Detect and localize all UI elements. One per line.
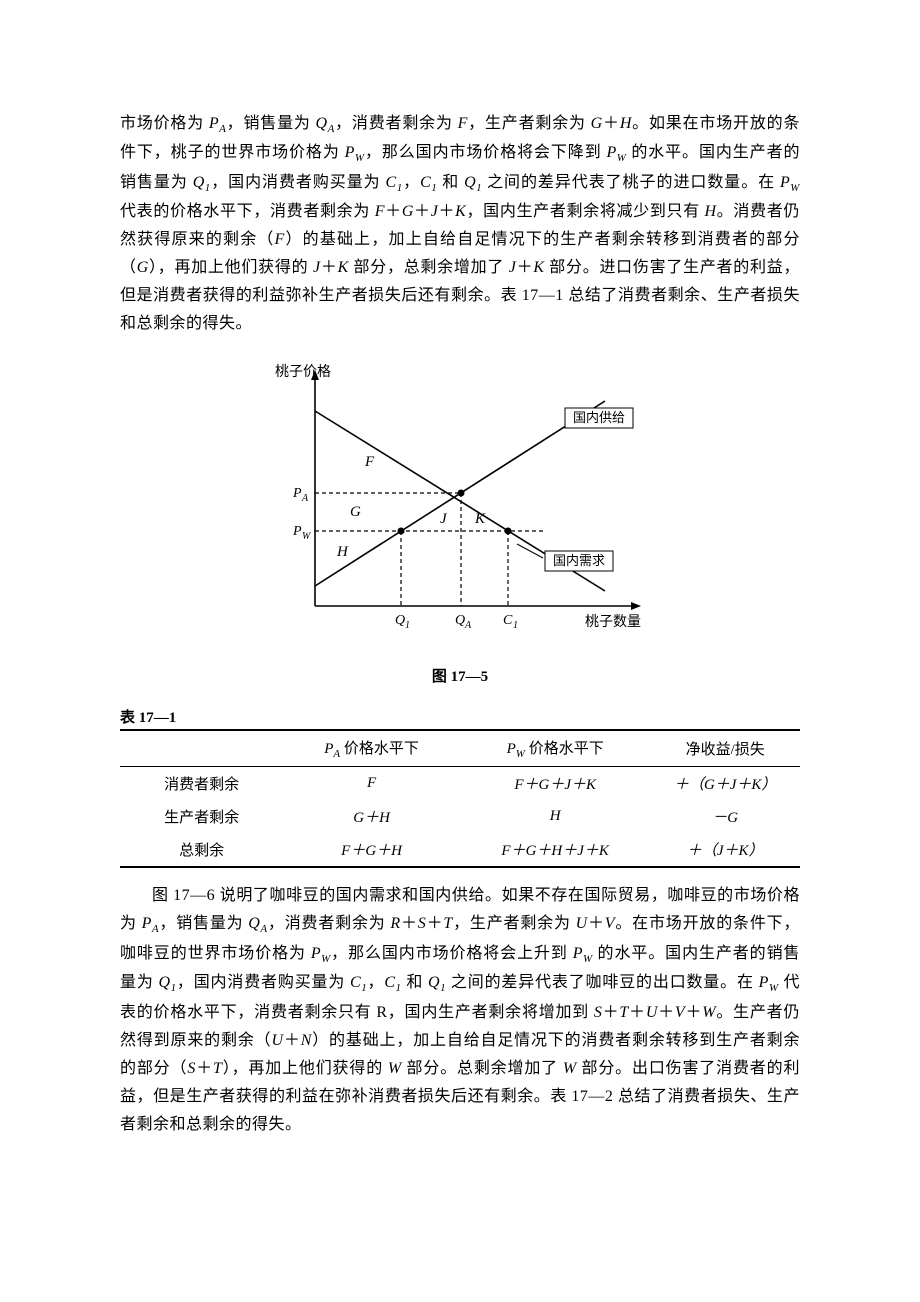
table-row: 消费者剩余 F F＋G＋J＋K ＋（G＋J＋K） (120, 767, 800, 801)
figure-17-5: 桃子价格 桃子数量 国内供给 国内需求 P A P W Q 1 Q A C 1 … (120, 356, 800, 686)
col-pa: 价格水平下 (344, 741, 419, 757)
svg-text:J: J (440, 511, 448, 527)
col-pw: 价格水平下 (529, 741, 604, 757)
x-axis-label: 桃子数量 (585, 614, 641, 630)
svg-text:A: A (301, 493, 309, 504)
svg-text:K: K (474, 511, 486, 527)
col-net: 净收益/损失 (650, 730, 800, 767)
paragraph-1: 市场价格为 PA，销售量为 QA，消费者剩余为 F，生产者剩余为 G＋H。如果在… (120, 110, 800, 338)
svg-text:1: 1 (513, 620, 518, 631)
demand-label: 国内需求 (553, 553, 605, 568)
document-page: 市场价格为 PA，销售量为 QA，消费者剩余为 F，生产者剩余为 G＋H。如果在… (0, 0, 920, 1302)
svg-text:Q: Q (395, 613, 405, 628)
svg-text:P: P (292, 524, 302, 539)
supply-demand-chart: 桃子价格 桃子数量 国内供给 国内需求 P A P W Q 1 Q A C 1 … (245, 356, 675, 656)
table-header-row: PA 价格水平下 PW 价格水平下 净收益/损失 (120, 730, 800, 767)
svg-text:W: W (302, 531, 312, 542)
table-title: 表 17—1 (120, 706, 800, 727)
table-row: 生产者剩余 G＋H H －G (120, 800, 800, 833)
svg-text:C: C (503, 613, 513, 628)
svg-text:Q: Q (455, 613, 465, 628)
svg-text:H: H (336, 544, 349, 560)
supply-label: 国内供给 (573, 410, 625, 425)
paragraph-2: 图 17—6 说明了咖啡豆的国内需求和国内供给。如果不存在国际贸易，咖啡豆的市场… (120, 882, 800, 1138)
table-row: 总剩余 F＋G＋H F＋G＋H＋J＋K ＋（J＋K） (120, 833, 800, 867)
svg-text:P: P (292, 486, 302, 501)
surplus-table: PA 价格水平下 PW 价格水平下 净收益/损失 消费者剩余 F F＋G＋J＋K… (120, 729, 800, 868)
svg-text:1: 1 (405, 620, 410, 631)
svg-text:G: G (350, 504, 361, 520)
svg-text:A: A (464, 620, 472, 631)
y-axis-label: 桃子价格 (275, 364, 331, 380)
figure-caption: 图 17—5 (120, 665, 800, 686)
svg-text:F: F (364, 454, 375, 470)
